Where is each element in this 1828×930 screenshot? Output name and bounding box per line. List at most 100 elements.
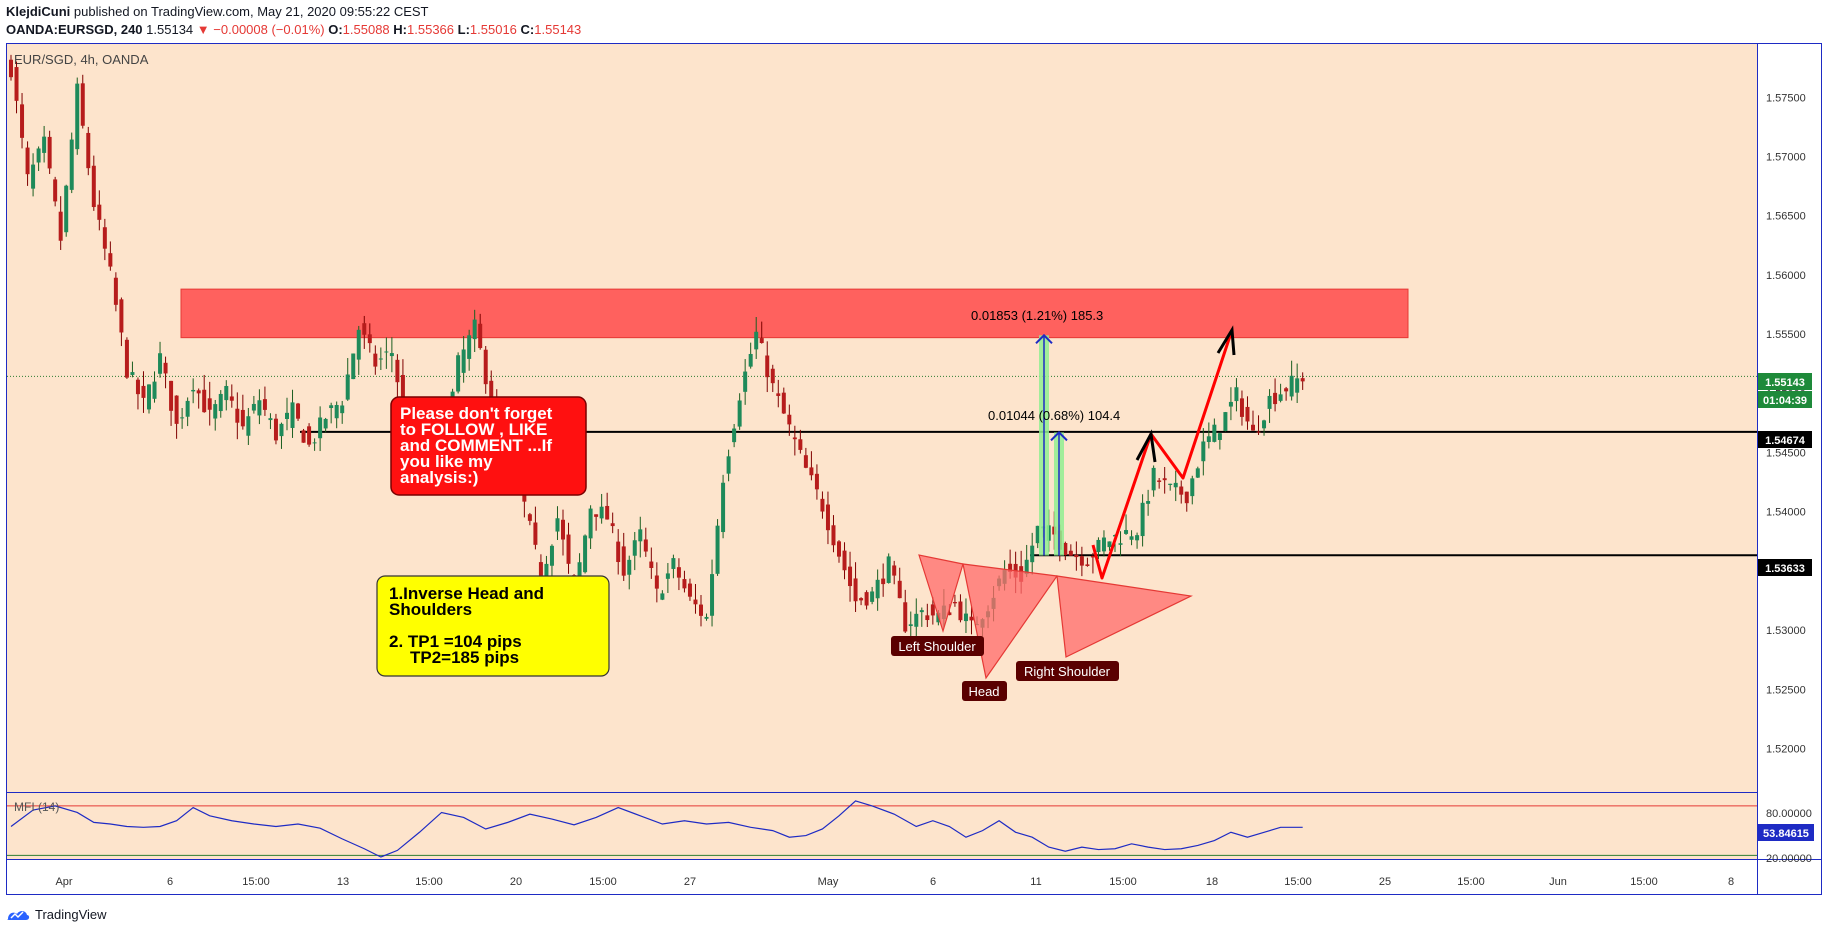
- candle-body: [1234, 387, 1239, 402]
- candle-body: [257, 400, 262, 416]
- x-tick-label: 6: [930, 876, 936, 888]
- chart[interactable]: EUR/SGD, 4h, OANDA 1.57500 1.57000 1.56500…: [0, 0, 1828, 900]
- x-tick-label: 15:00: [1630, 876, 1658, 888]
- candle-body: [456, 355, 461, 392]
- candle-body: [848, 566, 853, 587]
- candle-body: [14, 67, 19, 101]
- candle-body: [229, 396, 234, 401]
- author-name[interactable]: KlejdiCuni: [6, 4, 71, 19]
- candle-body: [538, 562, 543, 583]
- candle-body: [1118, 543, 1123, 545]
- x-tick-label: 6: [167, 876, 173, 888]
- candle-body: [1212, 424, 1217, 442]
- candle-body: [64, 185, 69, 233]
- candle-body: [649, 561, 654, 568]
- footer[interactable]: TradingView: [6, 903, 107, 925]
- candle-body: [963, 613, 968, 622]
- price-axis-background: [1757, 44, 1821, 859]
- cta-line: Please don't forget: [400, 404, 553, 423]
- candle-body: [1239, 398, 1244, 417]
- candle-body: [549, 545, 554, 566]
- candle-body: [870, 591, 875, 602]
- candle-body: [583, 535, 588, 573]
- candle-body: [803, 455, 808, 468]
- candle-body: [566, 534, 571, 564]
- candle-body: [737, 400, 742, 427]
- candle-body: [323, 418, 328, 429]
- candle-body: [318, 417, 323, 439]
- candle-body: [1273, 392, 1278, 405]
- candle-body: [605, 505, 610, 520]
- candle-body: [47, 136, 52, 169]
- mfi-value-tag: 53.84615: [1758, 824, 1814, 841]
- cta-line: you like my: [400, 452, 493, 471]
- candle-body: [273, 418, 278, 441]
- head-label: Head: [962, 681, 1007, 701]
- mfi-label: MFI (14): [14, 800, 59, 814]
- candle-body: [1295, 378, 1300, 393]
- open-value: 1.55088: [342, 22, 390, 37]
- candle-body: [1140, 502, 1145, 537]
- candle-body: [384, 351, 389, 353]
- candle-body: [1223, 412, 1228, 431]
- candle-body: [798, 439, 803, 450]
- candle-body: [191, 389, 196, 392]
- level1-text: 1.54674: [1765, 435, 1806, 447]
- candle-body: [1068, 550, 1073, 556]
- y-tick-label: 1.54000: [1766, 507, 1806, 519]
- candle-body: [356, 329, 361, 360]
- candle-body: [340, 405, 345, 414]
- candle-body: [759, 338, 764, 344]
- x-tick-label: 25: [1379, 876, 1391, 888]
- candle-body: [1228, 401, 1233, 407]
- cta-line: to FOLLOW , LIKE: [400, 420, 547, 439]
- candle-body: [362, 323, 367, 335]
- right-shoulder-shape: [1056, 575, 1193, 658]
- candle-body: [682, 579, 687, 589]
- cta-line: and COMMENT ...If: [400, 436, 552, 455]
- header: KlejdiCuni published on TradingView.com,…: [0, 0, 1828, 44]
- candle-body: [9, 59, 13, 78]
- candle-body: [1124, 530, 1129, 534]
- candle-body: [97, 204, 102, 220]
- candle-body: [930, 604, 935, 616]
- x-tick-label: 15:00: [415, 876, 443, 888]
- candle-body: [345, 374, 350, 400]
- candle-body: [400, 374, 405, 404]
- high-label: H:: [393, 22, 408, 37]
- countdown-text: 01:04:39: [1763, 395, 1807, 407]
- candle-body: [588, 508, 593, 539]
- x-tick-label: 15:00: [242, 876, 270, 888]
- right-shoulder-label: Right Shoulder: [1016, 661, 1119, 681]
- candle-body: [163, 362, 168, 374]
- candle-body: [119, 299, 124, 333]
- candle-body: [20, 104, 25, 138]
- plot-background: [7, 44, 1757, 859]
- candle-body: [80, 83, 85, 126]
- note-line: 1.Inverse Head and: [389, 584, 544, 603]
- candle-body: [1179, 486, 1184, 495]
- candle-body: [654, 575, 659, 589]
- candle-body: [638, 529, 643, 542]
- candle-body: [726, 456, 731, 474]
- candle-body: [704, 616, 709, 619]
- candle-body: [113, 277, 118, 305]
- candle-body: [825, 504, 830, 531]
- candle-body: [1256, 431, 1261, 433]
- footer-brand: TradingView: [35, 906, 107, 922]
- candle-body: [1157, 480, 1162, 482]
- candle-body: [36, 148, 41, 163]
- note-line: TP2=185 pips: [410, 648, 519, 667]
- low-label: L:: [457, 22, 470, 37]
- candle-body: [1129, 536, 1134, 540]
- mfi-upper-label: 80.00000: [1766, 808, 1812, 820]
- candle-body: [483, 349, 488, 385]
- close-value: 1.55143: [534, 22, 582, 37]
- resistance-zone: [180, 288, 1409, 339]
- candle-body: [207, 398, 212, 410]
- candle-body: [472, 319, 477, 340]
- candle-body: [671, 558, 676, 569]
- head-text: Head: [968, 684, 999, 699]
- candle-body: [594, 514, 599, 517]
- y-tick-label: 1.55500: [1766, 329, 1806, 341]
